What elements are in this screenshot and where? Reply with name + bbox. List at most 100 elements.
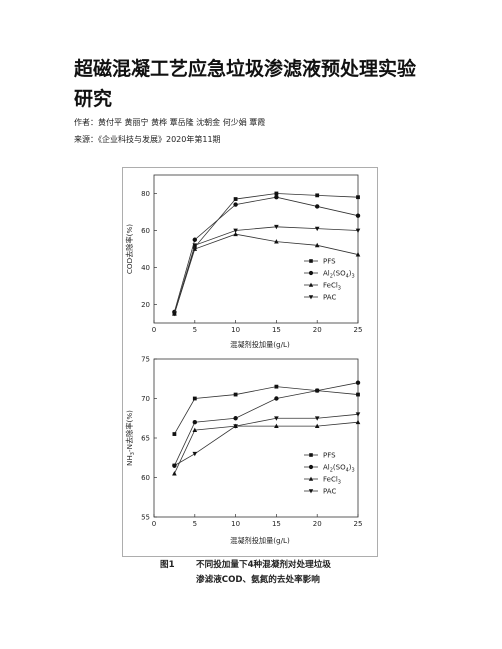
data-point-triangle-down <box>233 228 238 233</box>
x-tick-label: 10 <box>231 326 240 334</box>
y-tick-label: 40 <box>141 264 150 272</box>
data-point-triangle-down <box>233 424 238 429</box>
data-point-triangle-up <box>172 471 177 476</box>
data-point-circle <box>315 388 320 393</box>
y-axis-title: COD去除率(%) <box>125 224 134 274</box>
x-tick-label: 15 <box>272 326 281 334</box>
legend: PFS Al2(SO4)3 FeCl3 PAC <box>304 452 355 496</box>
data-point-triangle-up <box>355 252 361 257</box>
data-point-triangle-up <box>192 427 198 432</box>
data-point-triangle-up <box>274 423 279 429</box>
y-tick-label: 20 <box>141 301 150 309</box>
data-point-circle <box>315 204 320 209</box>
series-line-square <box>174 386 359 435</box>
legend-label: FeCl3 <box>323 282 341 292</box>
x-tick-label: 20 <box>313 326 322 334</box>
series-line-triangle-down <box>174 413 359 466</box>
series-line-circle <box>174 382 359 466</box>
data-point-square <box>172 432 177 436</box>
y-tick-label: 65 <box>141 435 150 443</box>
y-tick-label: 60 <box>141 474 150 482</box>
data-point-triangle-up <box>355 419 361 425</box>
authors-label: 作者： <box>74 118 98 127</box>
legend-label: PAC <box>323 488 336 496</box>
x-tick-label: 5 <box>193 326 197 334</box>
x-tick-label: 10 <box>231 520 240 528</box>
legend-label: PFS <box>323 258 336 266</box>
data-point-square <box>233 392 238 397</box>
point-marker-triangle-down <box>308 295 314 300</box>
data-point-triangle-up <box>274 239 279 244</box>
x-tick-label: 0 <box>152 520 156 528</box>
data-point-triangle-down <box>192 451 198 457</box>
point-marker-triangle-up <box>308 282 314 287</box>
data-point-triangle-down <box>314 226 320 232</box>
point-marker-triangle-up <box>308 476 314 481</box>
y-tick-label: 80 <box>141 190 150 198</box>
data-point-square <box>356 392 360 397</box>
data-point-square <box>356 195 360 200</box>
caption-line2: 渗滤液COD、氨氮的去处率影响 <box>196 575 320 585</box>
x-tick-label: 25 <box>354 326 363 334</box>
point-marker-circle <box>308 464 314 470</box>
figure-charts: 20 40 60 80 0 5 10 15 20 25 COD去除率(%) 混凝剂投加量(g/L) PF… <box>122 167 378 557</box>
data-point-square <box>233 197 238 201</box>
legend-label: PAC <box>323 294 336 302</box>
series-line-triangle-down <box>174 226 359 314</box>
y-tick-label: 55 <box>141 514 150 522</box>
data-point-triangle-down <box>355 412 361 417</box>
data-point-triangle-down <box>192 243 198 248</box>
data-point-circle <box>233 202 238 207</box>
data-point-triangle-down <box>274 224 279 230</box>
x-tick-label: 20 <box>313 520 322 528</box>
point-marker-circle <box>308 270 314 276</box>
x-axis-title: 混凝剂投加量(g/L) <box>230 536 290 545</box>
x-tick-label: 5 <box>193 520 197 528</box>
legend-label: PFS <box>323 452 336 460</box>
data-point-square <box>274 191 279 196</box>
legend-label: Al2(SO4)3 <box>323 270 355 280</box>
x-tick-label: 0 <box>152 326 156 334</box>
point-marker-square <box>309 259 313 263</box>
data-point-square <box>315 193 320 198</box>
source-label: 来源： <box>74 135 98 144</box>
y-tick-label: 70 <box>141 395 150 403</box>
data-point-triangle-down <box>172 311 177 317</box>
figure-border <box>122 167 378 557</box>
y-axis-title: NH3-N去除率(%) <box>125 410 136 466</box>
data-point-circle <box>192 420 197 425</box>
caption-line1: 不同投加量下4种混凝剂对处理垃圾 <box>196 560 331 570</box>
source-text: 《企业科技与发展》2020年第11期 <box>98 135 221 144</box>
data-point-square <box>274 384 279 389</box>
data-point-square <box>192 396 197 401</box>
data-point-circle <box>274 396 279 401</box>
legend-label: FeCl3 <box>323 476 341 486</box>
figure-panel: 20 40 60 80 0 5 10 15 20 25 COD去除率(%) 混凝剂投加量(g/L) PF… <box>122 167 378 557</box>
data-point-triangle-up <box>314 423 320 429</box>
data-point-triangle-up <box>314 242 320 248</box>
y-tick-label: 75 <box>141 356 150 364</box>
article-title: 超磁混凝工艺应急垃圾渗滤液预处理实验研究 <box>74 58 417 110</box>
data-point-circle <box>355 213 361 218</box>
series-line-triangle-up <box>174 421 359 474</box>
figure-caption: 图1 不同投加量下4种混凝剂对处理垃圾 渗滤液COD、氨氮的去处率影响 <box>160 558 360 588</box>
y-tick-label: 60 <box>141 227 150 235</box>
data-point-triangle-down <box>314 416 320 421</box>
data-point-circle <box>355 380 361 385</box>
data-point-circle <box>233 416 238 421</box>
authors-line: 作者：黄付平 黄丽宁 黄桦 覃岳隆 沈朝金 何少娟 覃霞 <box>74 117 265 128</box>
authors-names: 黄付平 黄丽宁 黄桦 覃岳隆 沈朝金 何少娟 覃霞 <box>98 118 266 127</box>
data-point-triangle-down <box>274 416 279 421</box>
data-point-triangle-down <box>355 228 361 233</box>
source-line: 来源：《企业科技与发展》2020年第11期 <box>74 134 221 145</box>
point-marker-triangle-down <box>308 489 314 494</box>
x-tick-label: 15 <box>272 520 281 528</box>
data-point-triangle-up <box>233 231 238 237</box>
point-marker-square <box>309 453 313 457</box>
x-tick-label: 25 <box>354 520 363 528</box>
series-line-triangle-up <box>174 233 359 314</box>
x-axis-title: 混凝剂投加量(g/L) <box>230 340 290 349</box>
data-point-triangle-down <box>172 463 177 469</box>
series-line-square <box>174 193 359 314</box>
chart-2: 55 60 65 70 75 0 5 10 15 20 25 NH3-N去除率(%) 混凝剂投加量(g/… <box>125 356 362 546</box>
